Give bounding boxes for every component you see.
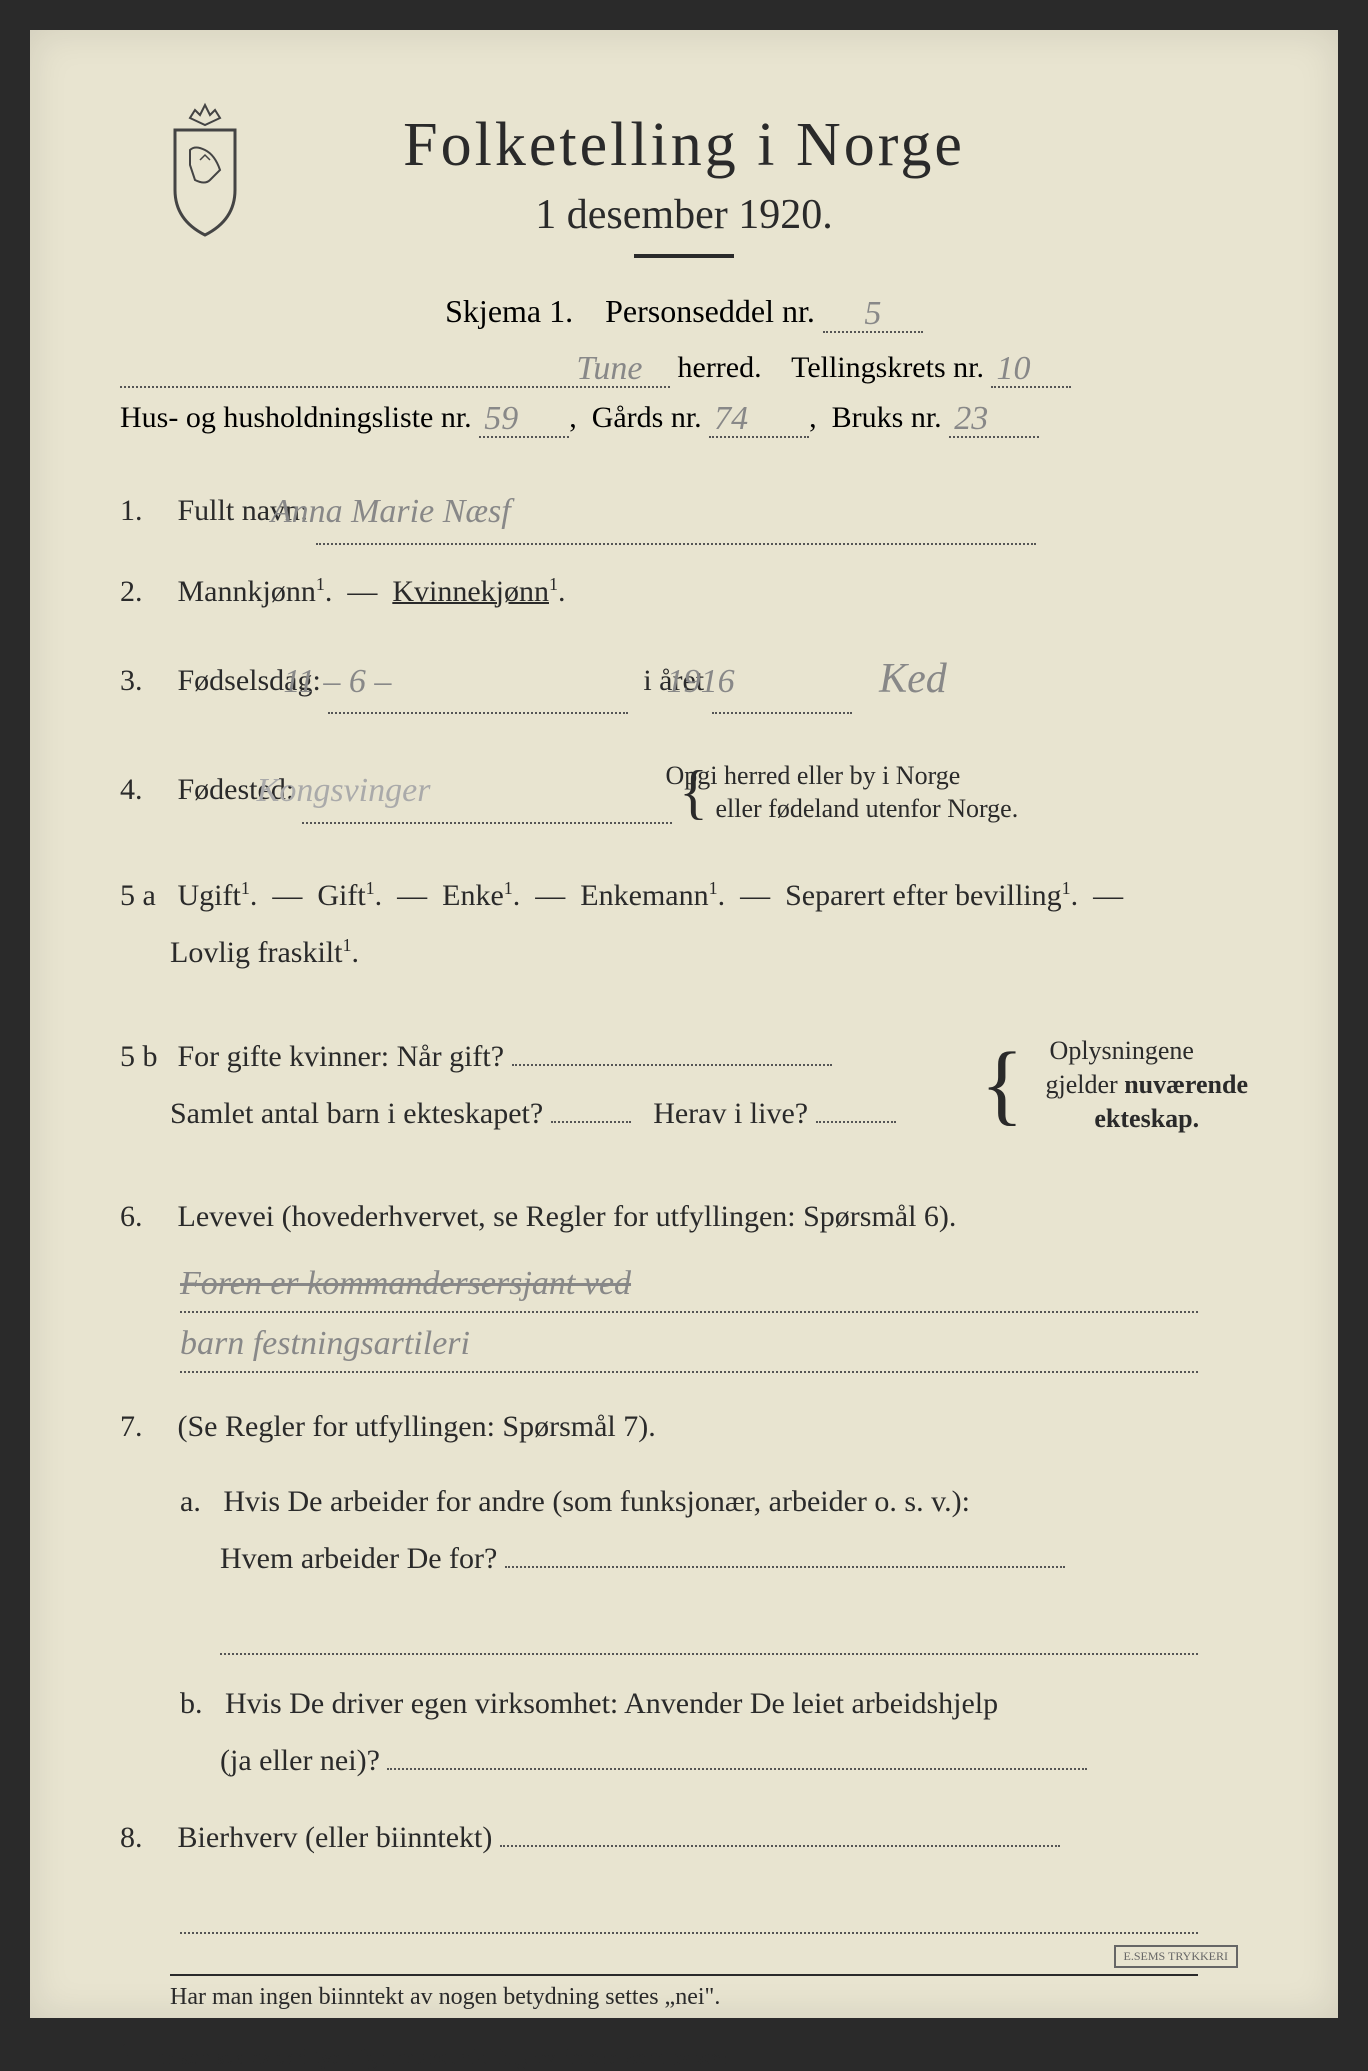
q7a-label2: Hvem arbeider De for? (220, 1542, 497, 1575)
footer-note: Har man ingen biinntekt av nogen betydni… (170, 1974, 1198, 2011)
tellingskrets-label: Tellingskrets nr. (791, 351, 984, 384)
question-2: 2. Mannkjønn1. — Kvinnekjønn1. (120, 563, 1248, 620)
q1-value: Anna Marie Næsf (271, 493, 511, 530)
question-6: 6. Levevei (hovederhvervet, se Regler fo… (120, 1188, 1248, 1245)
q7a-response (220, 1605, 1198, 1655)
question-7a: a. Hvis De arbeider for andre (som funks… (120, 1473, 1248, 1587)
q5a-last: Lovlig fraskilt (170, 936, 342, 969)
q5a-opt-1: Gift (317, 879, 365, 912)
census-form-document: Folketelling i Norge 1 desember 1920. Sk… (30, 30, 1338, 2018)
skjema-label: Skjema 1. (445, 293, 573, 329)
herred-line: Tune herred. Tellingskrets nr. 10 (120, 348, 1248, 388)
q6-response-2: barn festningsartileri (180, 1323, 1198, 1373)
husholdning-label: Hus- og husholdningsliste nr. (120, 401, 472, 434)
q5a-opt-3: Enkemann (580, 879, 708, 912)
q5b-label: For gifte kvinner: Når gift? (178, 1040, 505, 1073)
q6-label: Levevei (hovederhvervet, se Regler for u… (178, 1200, 957, 1233)
q7-number: 7. (120, 1398, 170, 1455)
q3-number: 3. (120, 652, 170, 709)
q6-number: 6. (120, 1188, 170, 1245)
q6-value-2: barn festningsartileri (180, 1325, 470, 1369)
question-5b: 5 b For gifte kvinner: Når gift? Samlet … (120, 999, 1248, 1170)
question-1: 1. Fullt navn: Anna Marie Næsf (120, 478, 1248, 545)
question-4: 4. Fødested: Kongsvinger { Opgi herred e… (120, 735, 1248, 849)
q8-number: 8. (120, 1809, 170, 1866)
title-divider (634, 254, 734, 258)
q7b-label2: (ja eller nei)? (220, 1744, 380, 1777)
tellingskrets-value: 10 (996, 350, 1030, 387)
q5a-number: 5 a (120, 867, 170, 924)
question-7b: b. Hvis De driver egen virksomhet: Anven… (120, 1675, 1248, 1789)
q5b-note: Oplysningene gjelder nuværende ekteskap. (1046, 1034, 1248, 1135)
question-7: 7. (Se Regler for utfyllingen: Spørsmål … (120, 1398, 1248, 1455)
document-title: Folketelling i Norge (120, 110, 1248, 181)
q5a-opt-2: Enke (442, 879, 504, 912)
q5a-opt-0: Ugift (178, 879, 241, 912)
husholdning-value: 59 (484, 400, 518, 437)
printer-stamp: E.SEMS TRYKKERI (1114, 1945, 1238, 1968)
question-8: 8. Bierhverv (eller biinntekt) (120, 1809, 1248, 1866)
q5a-opt-4: Separert efter bevilling (785, 879, 1062, 912)
q6-value-1: Foren er kommandersersjant ved (180, 1265, 631, 1309)
personseddel-value: 5 (864, 295, 881, 332)
q3-year-value: 1916 (667, 663, 735, 700)
q7a-label: Hvis De arbeider for andre (som funksjon… (223, 1485, 970, 1518)
q5b-label3: Herav i live? (653, 1097, 808, 1130)
q1-number: 1. (120, 482, 170, 539)
q2-number: 2. (120, 563, 170, 620)
personseddel-label: Personseddel nr. (605, 293, 815, 329)
q4-number: 4. (120, 761, 170, 818)
herred-label: herred. (678, 351, 762, 384)
skjema-line: Skjema 1. Personseddel nr. 5 (120, 293, 1248, 333)
q2-kvinne: Kvinnekjønn (392, 575, 549, 608)
gards-value: 74 (714, 400, 748, 437)
herred-value: Tune (576, 350, 642, 387)
question-5a: 5 a Ugift1. — Gift1. — Enke1. — Enkemann… (120, 867, 1248, 981)
q3-day-value: 11 – 6 – (283, 663, 391, 700)
q3-margin-note: Ked (879, 656, 947, 702)
bruks-value: 23 (954, 400, 988, 437)
q8-label: Bierhverv (eller biinntekt) (178, 1821, 493, 1854)
q4-note: Opgi herred eller by i Norge eller fødel… (715, 759, 1018, 827)
q4-value: Kongsvinger (257, 772, 431, 809)
q7a-number: a. (180, 1485, 201, 1518)
document-header: Folketelling i Norge 1 desember 1920. (120, 110, 1248, 258)
question-3: 3. Fødselsdag: 11 – 6 – i året 1916 Ked (120, 638, 1248, 718)
norway-crest-icon (150, 100, 260, 240)
q2-mann: Mannkjønn (178, 575, 316, 608)
footnote: 1 Her kan svares ved tydelig understrekn… (120, 2031, 1248, 2070)
q8-response (180, 1884, 1198, 1934)
bruks-label: Bruks nr. (832, 401, 942, 434)
gards-label: Gårds nr. (592, 401, 702, 434)
document-subtitle: 1 desember 1920. (120, 191, 1248, 239)
q7b-label: Hvis De driver egen virksomhet: Anvender… (225, 1687, 998, 1720)
q7-label: (Se Regler for utfyllingen: Spørsmål 7). (178, 1410, 656, 1443)
q6-response-1: Foren er kommandersersjant ved (180, 1263, 1198, 1313)
q5b-label2: Samlet antal barn i ekteskapet? (170, 1097, 543, 1130)
household-line: Hus- og husholdningsliste nr. 59, Gårds … (120, 398, 1248, 438)
q7b-number: b. (180, 1687, 203, 1720)
q5b-number: 5 b (120, 1028, 170, 1085)
